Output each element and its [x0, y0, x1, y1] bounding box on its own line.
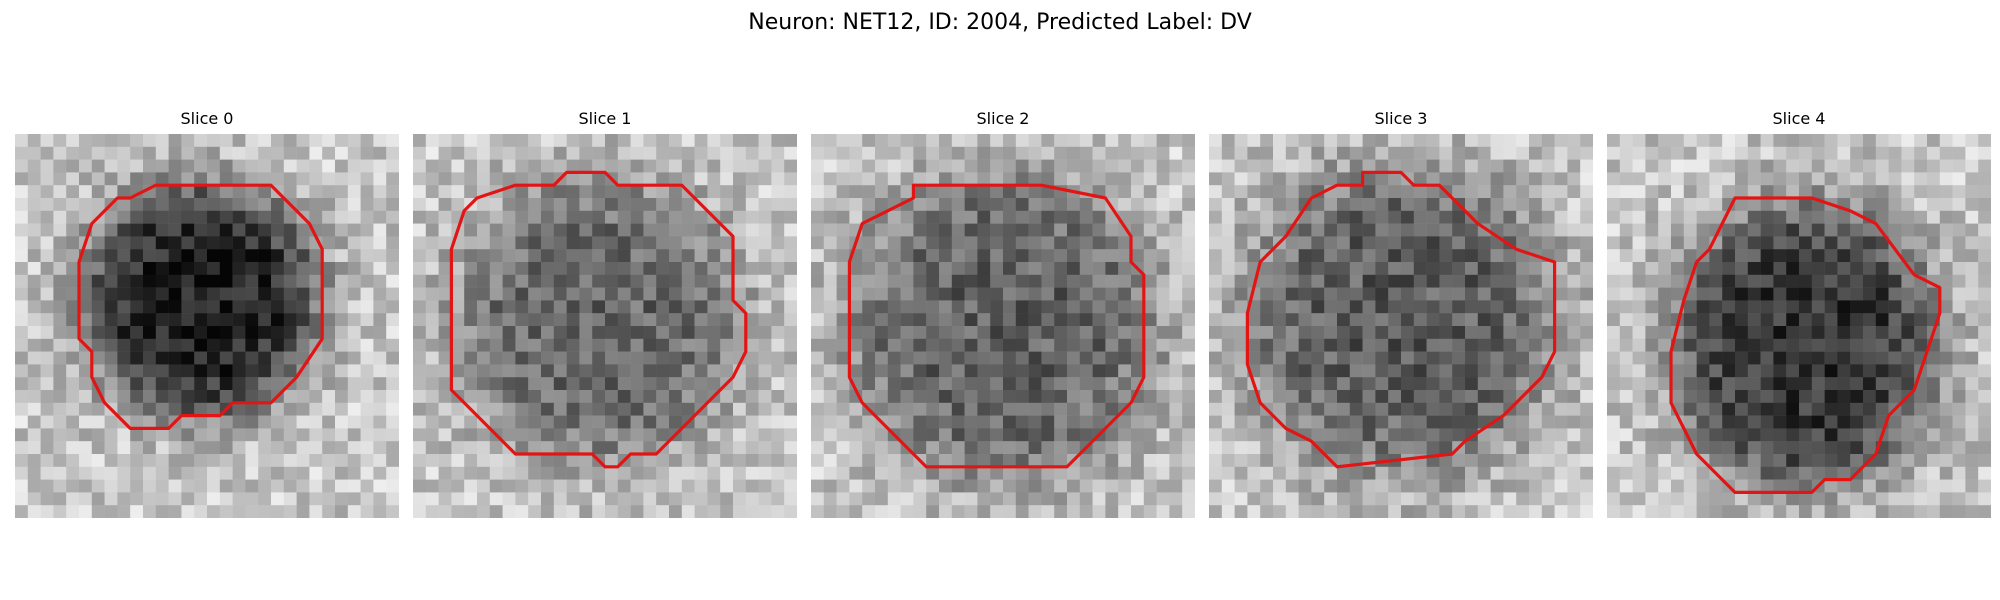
slice-panel: Slice 4: [1607, 108, 1991, 518]
slice-panel: Slice 1: [413, 108, 797, 518]
slice-image: [811, 134, 1195, 518]
slice-title: Slice 1: [578, 109, 632, 128]
slice-title: Slice 3: [1374, 109, 1428, 128]
pixel-grid: [1209, 134, 1593, 518]
roi-contour: [1669, 196, 1942, 495]
roi-contour: [1245, 170, 1557, 469]
slice-image: [1209, 134, 1593, 518]
pixel-grid: [1607, 134, 1991, 518]
slice-panel: Slice 3: [1209, 108, 1593, 518]
figure-title: Neuron: NET12, ID: 2004, Predicted Label…: [748, 10, 1252, 35]
roi-contour: [449, 170, 748, 469]
slice-panel: Slice 0: [15, 108, 399, 518]
slice-image: [1607, 134, 1991, 518]
slice-image: [15, 134, 399, 518]
slice-title: Slice 2: [976, 109, 1030, 128]
roi-contour: [77, 183, 324, 431]
slice-image: [413, 134, 797, 518]
roi-contour: [847, 183, 1146, 469]
pixel-grid: [811, 134, 1195, 518]
pixel-grid: [413, 134, 797, 518]
pixel-grid: [15, 134, 399, 518]
slice-title: Slice 0: [180, 109, 234, 128]
slice-title: Slice 4: [1772, 109, 1826, 128]
slice-panel: Slice 2: [811, 108, 1195, 518]
